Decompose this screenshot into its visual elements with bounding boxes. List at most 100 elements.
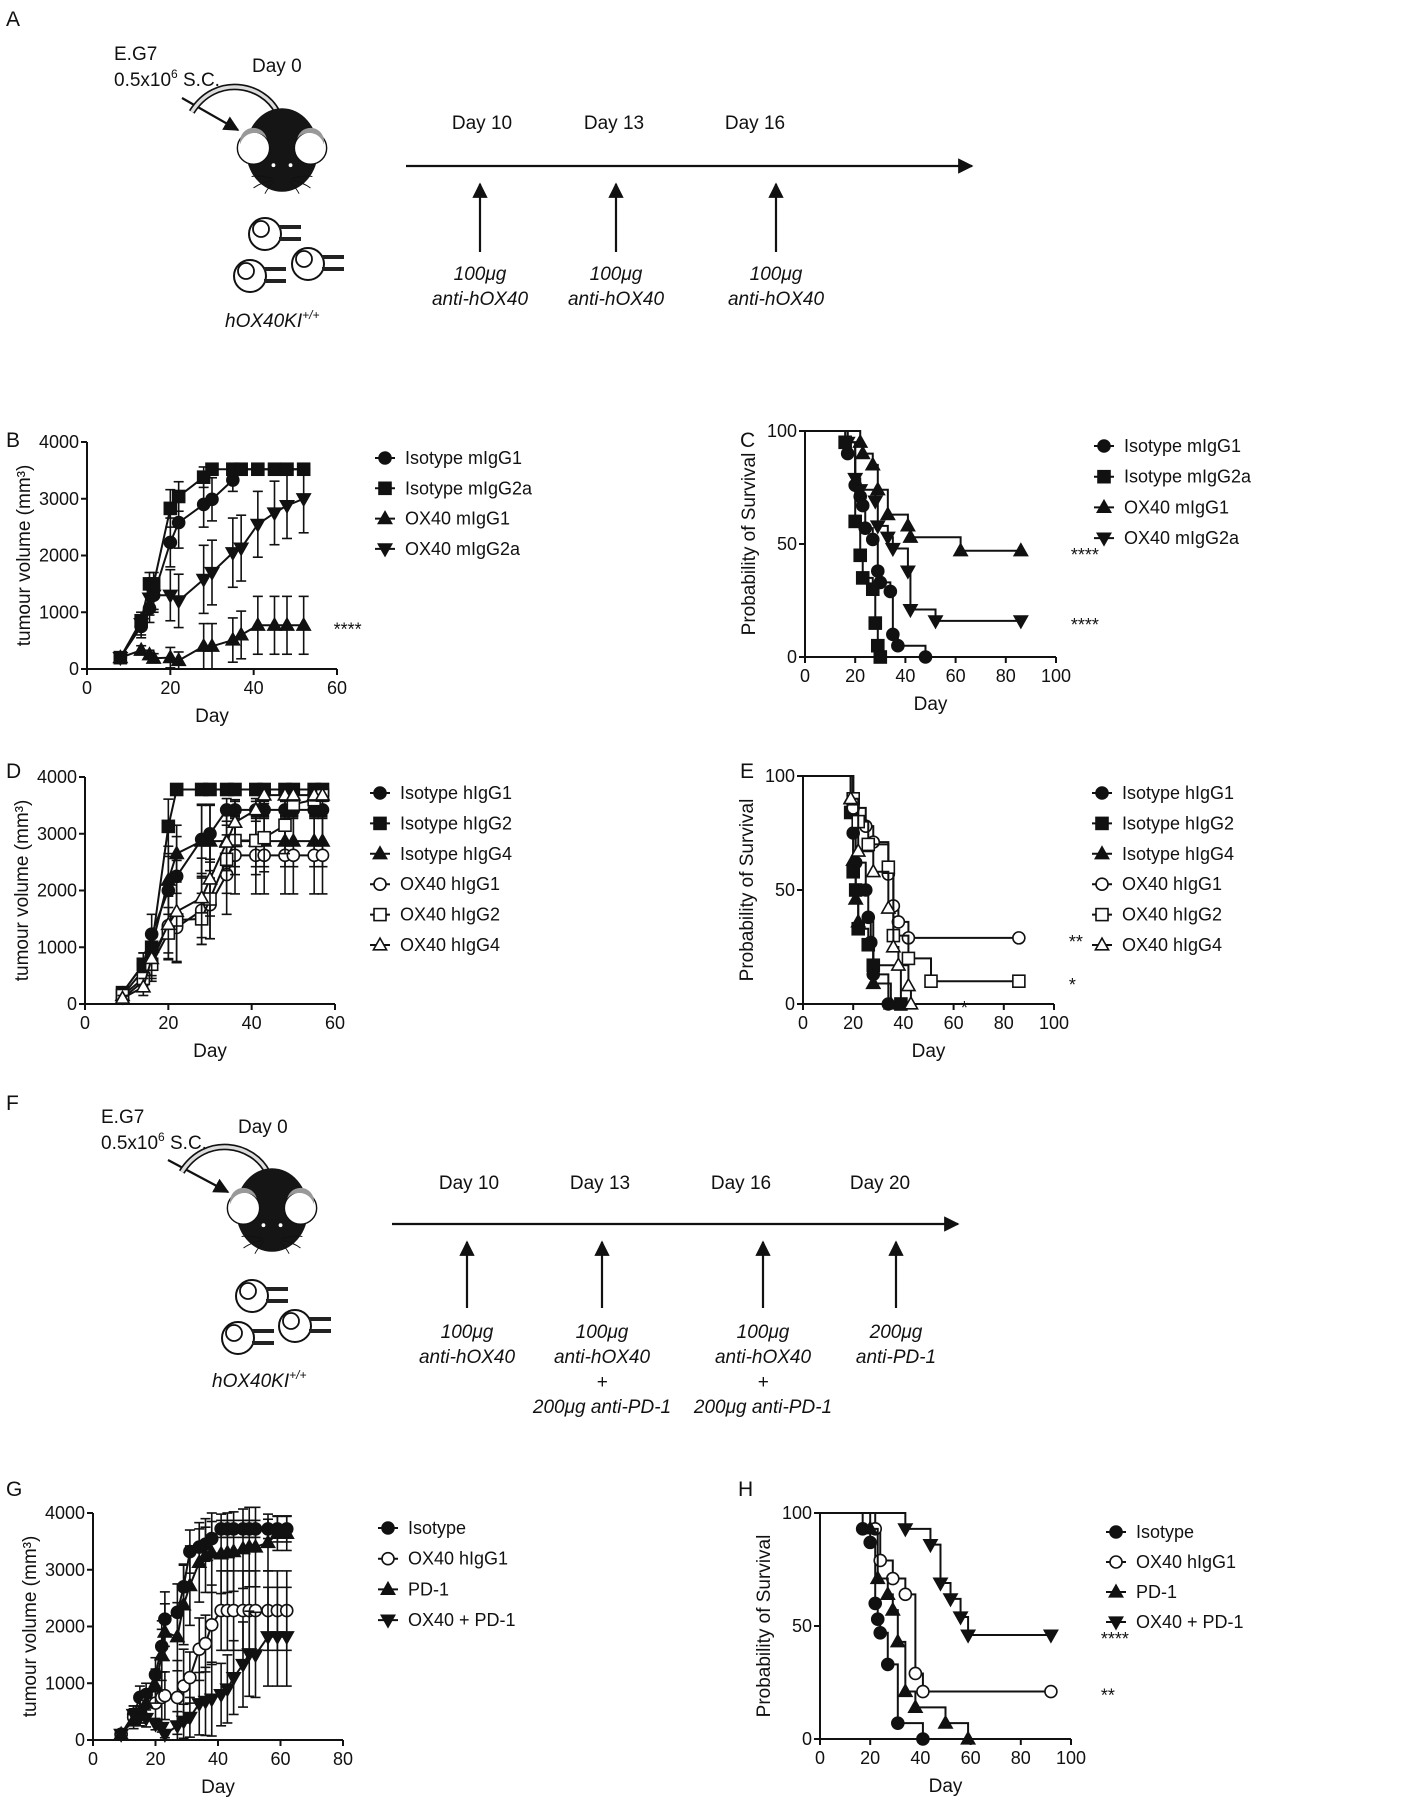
mouse-icon xyxy=(192,87,327,194)
x-tick-label: 0 xyxy=(800,666,810,686)
treatment-label: 100μg xyxy=(454,264,507,285)
data-point xyxy=(181,1577,198,1592)
data-point xyxy=(269,1631,286,1646)
data-point xyxy=(227,813,243,828)
legend-label: OX40 hIgG1 xyxy=(408,1549,508,1569)
data-point xyxy=(863,1535,878,1550)
panel-label-h: H xyxy=(738,1478,753,1501)
data-point xyxy=(175,1596,192,1611)
data-point xyxy=(898,1587,913,1602)
cell-icon xyxy=(278,1309,332,1343)
survival-curve xyxy=(805,430,1021,622)
y-tick-label: 0 xyxy=(785,994,795,1014)
data-point xyxy=(842,790,859,805)
data-point xyxy=(1012,974,1026,989)
series-ox40-higg4 xyxy=(114,786,331,1004)
y-tick-label: 100 xyxy=(782,1503,812,1523)
x-axis-label: Day xyxy=(195,706,229,727)
legend-label: Isotype mIgG1 xyxy=(405,448,522,468)
treatment-label: 200μg anti-PD-1 xyxy=(532,1397,671,1418)
data-point xyxy=(377,543,393,558)
x-axis-label: Day xyxy=(914,694,948,715)
x-tick-label: 0 xyxy=(815,1748,825,1768)
x-tick-label: 40 xyxy=(895,666,915,686)
chart-c: 0 20 40 60 80 100 0 50 100 Day Probability of Surv… xyxy=(739,421,1252,715)
data-point xyxy=(160,916,177,931)
treatment-label: 200μg xyxy=(869,1322,923,1343)
treatment-label: anti-hOX40 xyxy=(728,289,825,310)
series-ox40-migg1 xyxy=(112,595,312,670)
cell-icon xyxy=(235,1279,289,1313)
data-point xyxy=(869,481,886,496)
data-point xyxy=(378,451,392,465)
data-point xyxy=(850,842,867,857)
data-point xyxy=(156,1728,173,1743)
x-tick-label: 40 xyxy=(244,678,264,698)
panel-label-b: B xyxy=(6,429,20,452)
x-tick-label: 80 xyxy=(1011,1748,1031,1768)
legend-label: OX40 hIgG1 xyxy=(400,874,500,894)
x-tick-label: 60 xyxy=(325,1013,345,1033)
data-point xyxy=(381,1551,395,1566)
data-point xyxy=(890,956,907,971)
data-point xyxy=(847,472,864,487)
data-point xyxy=(847,890,864,905)
data-point xyxy=(1095,907,1109,922)
legend-label: Isotype hIgG2 xyxy=(1122,813,1234,833)
data-point xyxy=(884,1601,901,1616)
legend-label: OX40 hIgG4 xyxy=(400,935,500,955)
series-ox40-higg1 xyxy=(820,1512,1058,1699)
x-tick-label: 60 xyxy=(944,1013,964,1033)
significance-label: ** xyxy=(1069,932,1083,952)
data-point xyxy=(205,492,219,507)
data-point xyxy=(249,616,266,631)
data-point xyxy=(233,626,250,641)
data-point xyxy=(114,989,131,1004)
treatment-label: anti-hOX40 xyxy=(419,1347,516,1368)
data-point xyxy=(897,1683,914,1698)
data-point xyxy=(204,566,220,582)
data-point xyxy=(1094,936,1110,951)
panel-label-f: F xyxy=(6,1092,19,1115)
day0-label: Day 0 xyxy=(252,56,302,77)
data-point xyxy=(1094,845,1110,860)
data-point xyxy=(249,518,266,533)
data-point xyxy=(1097,469,1111,484)
injection-dose-label: 0.5x106 S.C. xyxy=(101,1130,207,1154)
data-point xyxy=(870,638,885,653)
data-point xyxy=(902,528,919,543)
x-tick-label: 60 xyxy=(946,666,966,686)
y-axis-label: Probability of Survival xyxy=(739,453,760,636)
treatment-label: 100μg xyxy=(576,1322,629,1343)
data-point xyxy=(295,493,312,508)
data-point xyxy=(937,1714,954,1729)
x-tick-label: 0 xyxy=(798,1013,808,1033)
data-point xyxy=(377,510,393,525)
data-point xyxy=(862,1520,879,1535)
chart-b: 0 20 40 60 0 1000 2000 3000 4000 Day tumour volume… xyxy=(14,432,533,727)
data-point xyxy=(183,1670,197,1685)
x-tick-label: 0 xyxy=(82,678,92,698)
legend-label: Isotype hIgG1 xyxy=(400,783,512,803)
data-point xyxy=(169,1628,186,1643)
x-tick-label: 40 xyxy=(893,1013,913,1033)
data-point xyxy=(901,951,916,966)
data-point xyxy=(133,641,150,656)
data-point xyxy=(1109,1525,1123,1539)
data-point xyxy=(870,1612,885,1627)
data-point xyxy=(1012,542,1029,557)
y-tick-label: 2000 xyxy=(39,546,79,566)
data-point xyxy=(952,1611,969,1626)
treatment-label: anti-hOX40 xyxy=(568,289,665,310)
data-point xyxy=(942,1593,959,1608)
data-point xyxy=(269,1524,286,1540)
data-point xyxy=(314,786,331,801)
data-point xyxy=(1108,1583,1124,1598)
data-point xyxy=(260,1533,276,1549)
timeline-day-label: Day 20 xyxy=(850,1173,910,1194)
legend-label: PD-1 xyxy=(1136,1582,1177,1602)
legend-label: OX40 hIgG1 xyxy=(1136,1552,1236,1572)
legend-label: Isotype hIgG1 xyxy=(1122,783,1234,803)
data-point xyxy=(195,573,212,588)
